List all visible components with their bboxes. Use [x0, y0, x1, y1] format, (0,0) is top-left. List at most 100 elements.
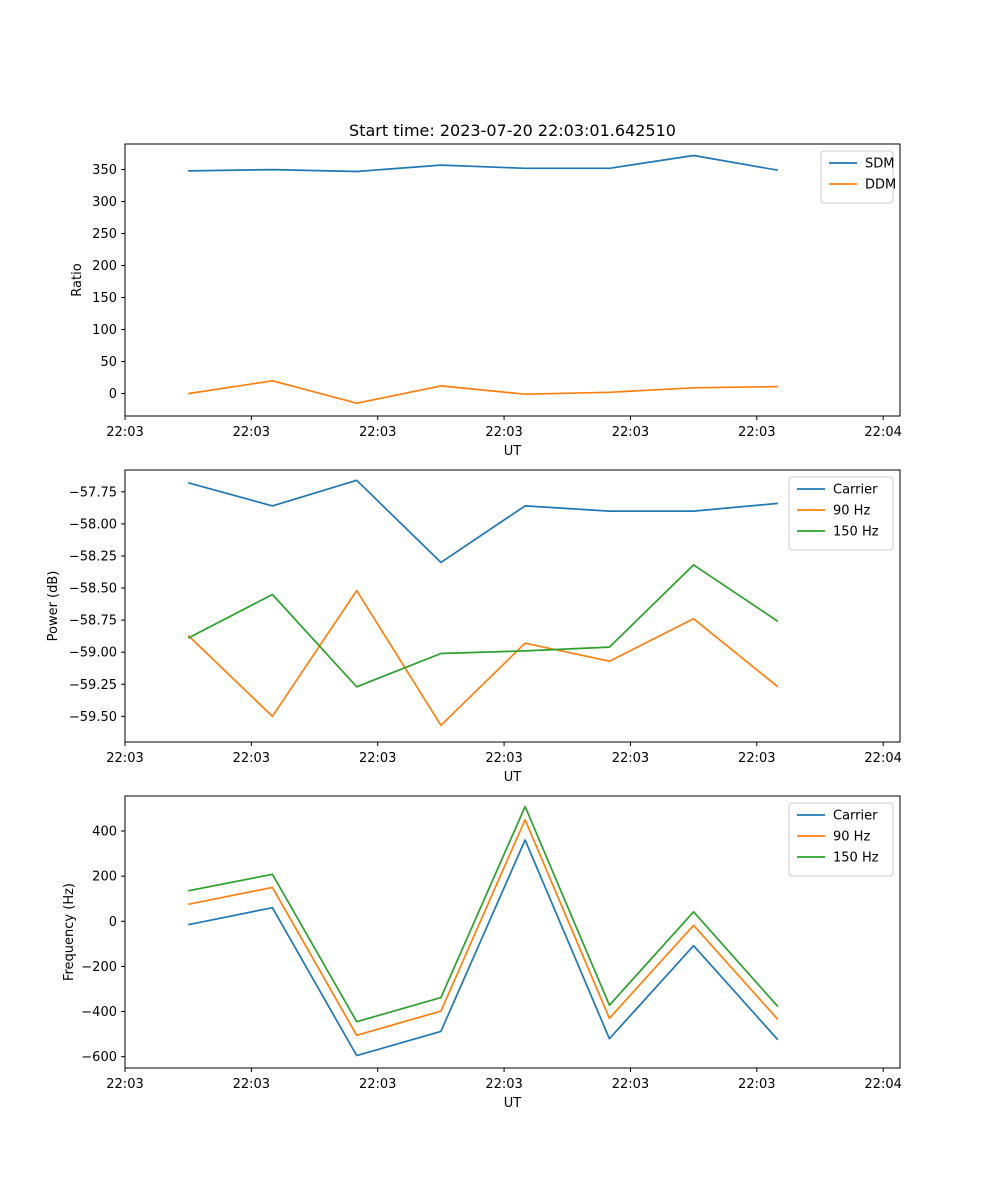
data-point [692, 509, 696, 513]
data-point [270, 872, 274, 876]
series-line-ddm [188, 379, 778, 405]
data-point [523, 166, 527, 170]
x-tick-label: 22:03 [485, 425, 522, 440]
data-point [776, 385, 780, 389]
y-tick-label: 350 [92, 163, 117, 178]
data-point [439, 1009, 443, 1013]
series-line-90-hz [188, 818, 779, 1037]
data-point [692, 910, 696, 914]
x-tick-label: 22:04 [864, 425, 901, 440]
y-tick-label: −59.00 [69, 646, 117, 661]
x-tick-label: 22:03 [485, 1077, 522, 1092]
data-point [523, 838, 527, 842]
data-point [776, 685, 780, 689]
x-tick-label: 22:03 [359, 1077, 396, 1092]
y-tick-label: 0 [109, 915, 117, 930]
legend-label: 90 Hz [833, 504, 870, 519]
x-tick-label: 22:03 [612, 751, 649, 766]
data-point [270, 714, 274, 718]
data-point [270, 593, 274, 597]
data-point [270, 906, 274, 910]
x-axis-label: UT [504, 770, 522, 785]
x-tick-label: 22:03 [738, 1077, 775, 1092]
y-tick-label: −58.25 [69, 549, 117, 564]
legend-label: Carrier [833, 483, 878, 498]
x-tick-label: 22:03 [612, 425, 649, 440]
plot-frame [124, 143, 901, 417]
data-point [355, 478, 359, 482]
data-point [607, 1003, 611, 1007]
series-line-150-hz [187, 564, 779, 688]
data-point [439, 163, 443, 167]
data-point [186, 392, 190, 396]
data-point [523, 649, 527, 653]
data-point [692, 154, 696, 158]
legend: Carrier 90 Hz 150 Hz [788, 476, 894, 551]
data-point [523, 818, 527, 822]
data-point [186, 636, 190, 640]
x-tick-label: 22:03 [106, 425, 143, 440]
data-point [523, 504, 527, 508]
data-point [607, 166, 611, 170]
data-point [776, 501, 780, 505]
y-tick-label: 200 [92, 870, 117, 885]
chart-panel-1: Start time: 2023-07-20 22:03:01.642510 22… [70, 121, 902, 459]
data-point [692, 386, 696, 390]
x-tick-label: 22:04 [864, 1077, 901, 1092]
series-line-carrier [188, 839, 779, 1057]
data-point [607, 509, 611, 513]
data-point [607, 645, 611, 649]
series-line-150-hz [188, 805, 779, 1023]
data-point [607, 1037, 611, 1041]
legend-label: 150 Hz [833, 851, 879, 866]
x-axis-label: UT [504, 1096, 522, 1111]
y-tick-label: −58.75 [69, 614, 117, 629]
data-point [776, 1005, 780, 1009]
y-tick-label: −58.00 [69, 517, 117, 532]
x-tick-label: 22:03 [233, 425, 270, 440]
x-tick-label: 22:03 [359, 425, 396, 440]
data-point [776, 1018, 780, 1022]
x-axis-label: UT [504, 444, 522, 459]
data-point [186, 902, 190, 906]
series-line-sdm [188, 154, 779, 173]
x-tick-label: 22:03 [106, 751, 143, 766]
y-tick-label: 150 [92, 291, 117, 306]
legend-label: DDM [865, 178, 896, 193]
chart-panel-2: 22:03 22:03 22:03 22:03 22:03 22:03 22:04 −59.5… [46, 469, 902, 785]
data-point [439, 996, 443, 1000]
data-point [186, 481, 190, 485]
y-axis-label: Power (dB) [46, 571, 61, 642]
legend: Carrier 90 Hz 150 Hz [788, 802, 894, 877]
data-point [355, 170, 359, 174]
chart-panel-3: 22:03 22:03 22:03 22:03 22:03 22:03 22:04 −600 −… [62, 795, 902, 1111]
data-point [439, 723, 443, 727]
data-point [776, 619, 780, 623]
y-axis-label: Ratio [70, 263, 85, 296]
data-point [523, 641, 527, 645]
y-tick-label: −600 [81, 1050, 117, 1065]
data-point [439, 560, 443, 564]
y-tick-label: 0 [109, 387, 117, 402]
plot-frame [124, 795, 901, 1069]
data-point [270, 504, 274, 508]
data-point [439, 652, 443, 656]
data-point [776, 1038, 780, 1042]
data-point [355, 1033, 359, 1037]
data-point [186, 169, 190, 173]
series-line-carrier [187, 479, 778, 564]
data-point [692, 617, 696, 621]
y-tick-label: −59.50 [69, 710, 117, 725]
data-point [607, 390, 611, 394]
legend-label: SDM [865, 157, 894, 172]
x-tick-label: 22:04 [864, 751, 901, 766]
data-point [523, 805, 527, 809]
x-tick-label: 22:03 [233, 751, 270, 766]
y-tick-label: −59.25 [69, 678, 117, 693]
legend-frame [820, 150, 894, 204]
y-tick-label: 400 [92, 824, 117, 839]
legend-label: 150 Hz [833, 525, 879, 540]
data-point [270, 168, 274, 172]
x-tick-label: 22:03 [738, 425, 775, 440]
